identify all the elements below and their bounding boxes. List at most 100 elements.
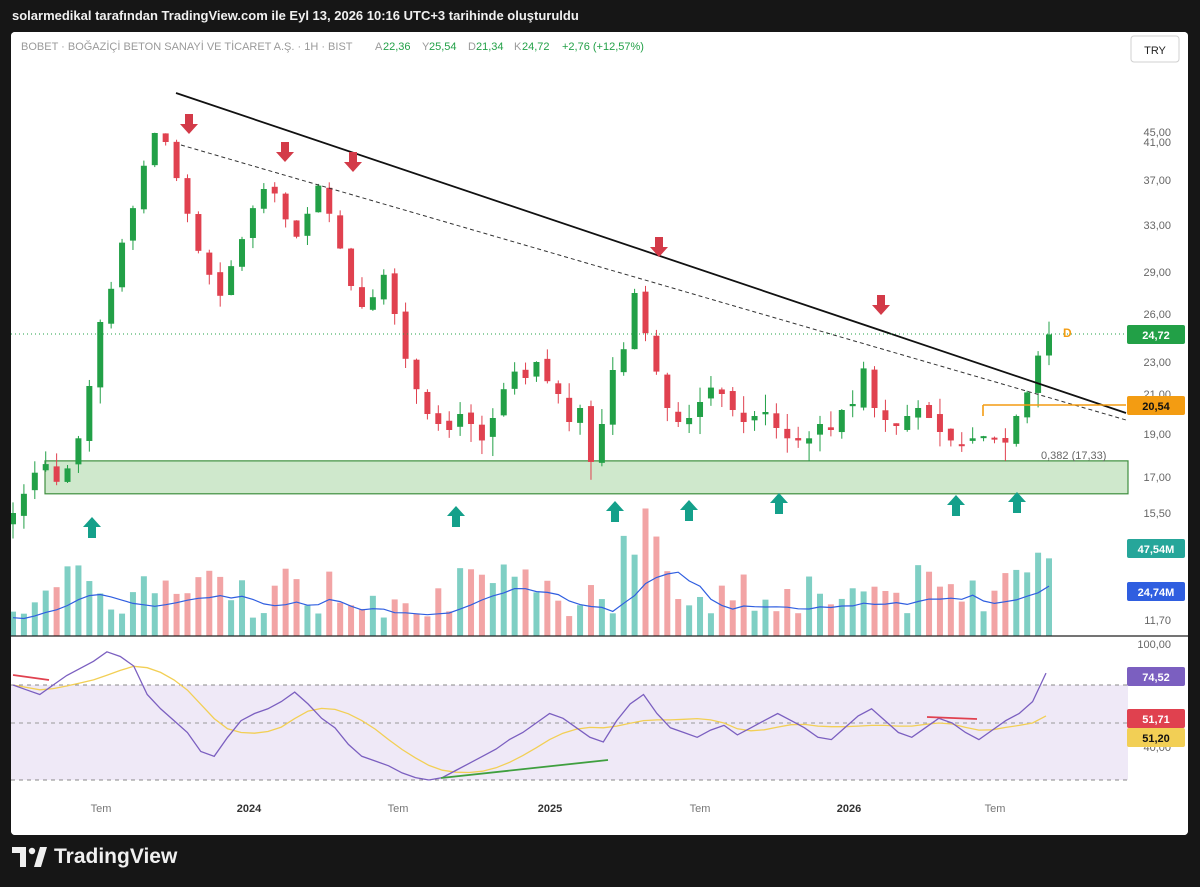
volume-bar [816,593,823,636]
volume-bar [129,592,136,636]
candle-body [882,410,889,420]
candle-body [860,368,867,408]
volume-bar [315,613,322,636]
header-bar: solarmedikal tarafından TradingView.com … [0,0,1200,32]
candle-body [249,208,256,238]
legend-low-label: D [468,41,476,53]
candle-body [435,413,442,424]
volume-bar [969,580,976,636]
candle-body [489,418,496,437]
volume-ma-line [12,571,1050,620]
up-arrow-icon [680,500,698,521]
candle-body [511,371,518,389]
candle-body [936,414,943,432]
legend-close-value: 24,72 [522,41,550,53]
volume-bars [11,508,1052,636]
volume-bar [609,613,616,636]
candle-body [718,389,725,394]
price-tick-label: 45,00 [1143,127,1171,139]
fib-label: 0,382 (17,33) [1041,450,1106,462]
candle-body [195,214,202,251]
volume-bar [511,576,518,636]
candle-body [86,386,93,441]
tradingview-logo[interactable]: TradingView [12,845,177,869]
time-axis: Tem 2024 Tem 2025 Tem 2026 Tem [91,803,1006,815]
currency-button[interactable]: TRY [1130,35,1180,63]
volume-bar [86,581,93,636]
up-arrow-icon [606,501,624,522]
candle-body [566,397,573,422]
candle-body [282,193,289,220]
rsi-ma-text: 51,20 [1142,733,1170,745]
volume-bar [697,596,704,636]
legend-symbol: BOBET · BOĞAZİÇİ BETON SANAYİ VE TİCARET… [21,40,353,53]
up-arrow-icon [947,495,965,516]
volume-bar [195,577,202,636]
volume-bar [369,595,376,636]
volume-badge: 47,54M [1127,539,1185,558]
volume-bar [348,605,355,636]
last-price-text: 24,72 [1142,330,1170,342]
candle-body [228,266,235,296]
tradingview-logo-icon [12,847,47,867]
volume-bar [489,583,496,636]
candle-body [958,444,965,447]
candle-body [642,291,649,334]
signal-arrows [83,114,1026,538]
candle-body [587,406,594,462]
legend-low-value: 21,34 [476,41,504,53]
volume-bar [795,613,802,636]
candle-body [337,215,344,249]
down-arrow-icon [872,295,890,315]
candle-body [11,513,16,525]
price-tick-label: 19,00 [1143,429,1171,441]
symbol-legend: BOBET · BOĞAZİÇİ BETON SANAYİ VE TİCARET… [21,40,644,53]
volume-bar [1046,558,1052,636]
volume-bar [664,571,671,636]
volume-bar [239,580,246,636]
candle-body [795,438,802,441]
rsi-value-badge: 74,52 [1127,667,1185,686]
candle-body [20,493,27,516]
candle-body [686,418,693,425]
candle-body [53,466,60,482]
down-arrow-icon [650,237,668,257]
rsi-ma-line [12,665,1047,774]
candle-body [947,428,954,441]
rsi-divergence-red-2 [926,716,978,720]
chart-panel[interactable]: 0,382 (17,33) D BOBET · BOĞAZİÇİ BETON S… [11,32,1188,835]
price-tick-label: 41,00 [1143,137,1171,149]
time-tick-label: 2025 [538,803,562,815]
candle-body [260,189,267,209]
legend-change: +2,76 (+12,57%) [562,41,644,53]
rsi-ma-badge: 51,20 [1127,728,1185,747]
chart-canvas[interactable]: 0,382 (17,33) D BOBET · BOĞAZİÇİ BETON S… [11,32,1188,835]
legend-close-label: K [514,41,522,53]
volume-bar [707,613,714,636]
volume-bar [11,611,16,636]
rsi-mid-text: 51,71 [1142,714,1170,726]
rsi-line [12,651,1047,781]
volume-bar [991,590,998,636]
candle-body [446,420,453,430]
volume-bar [806,576,813,636]
candle-body [751,416,758,421]
candle-body [904,416,911,430]
candle-body [729,391,736,410]
volume-bar [42,590,49,636]
price-tick-label: 17,00 [1143,472,1171,484]
volume-bar [784,588,791,636]
candle-body [827,427,834,430]
volume-bar [947,584,954,636]
candle-body [217,272,224,296]
volume-bar [620,535,627,636]
tradingview-brand: TradingView [54,845,178,868]
volume-bar [893,592,900,636]
candle-body [849,404,856,407]
candle-body [108,288,115,324]
price-tick-label: 33,00 [1143,220,1171,232]
volume-bar [500,564,507,636]
volume-bar [64,566,71,636]
volume-bar [838,598,845,636]
volume-bar [446,611,453,636]
